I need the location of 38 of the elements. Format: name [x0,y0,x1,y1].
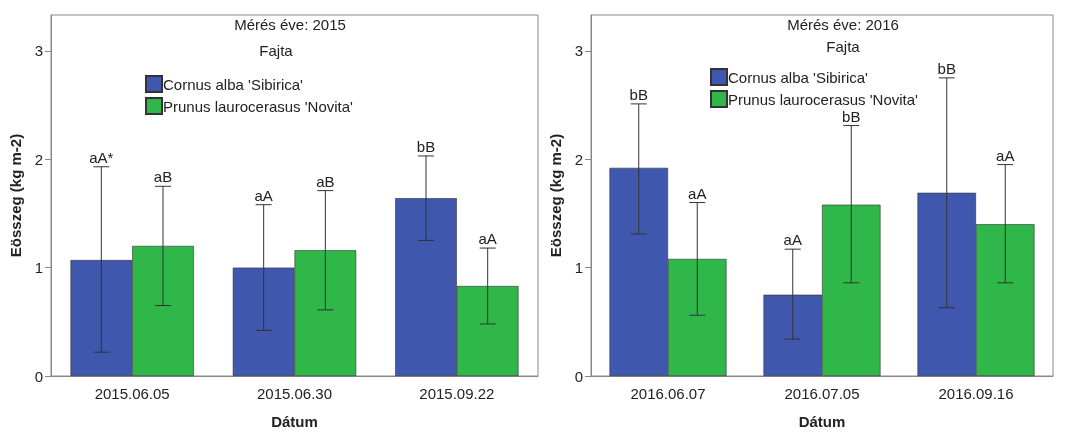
annotation: aB [153,168,173,186]
y-tick-label: 0 [34,367,43,385]
y-axis-title: Eösszeg (kg m-2) [7,133,24,258]
legend-title: Fajta [259,42,294,59]
x-axis-title: Dátum [798,413,846,430]
x-tick-label: 2015.09.22 [419,385,495,402]
x-tick-label: 2015.06.05 [94,385,170,402]
annotation: bB [629,85,648,103]
annotation: aA* [89,148,114,166]
legend-label: Cornus alba 'Sibirica' [728,68,869,86]
x-tick-label: 2016.09.16 [938,385,1014,402]
y-tick-label: 2 [34,150,43,168]
chart-title: Mérés éve: 2015 [234,16,346,33]
y-tick-label: 1 [34,259,43,277]
legend-label: Prunus laurocerasus 'Novita' [728,90,919,108]
annotation: aA [478,230,497,248]
annotation: bB [416,137,436,155]
legend-label: Cornus alba 'Sibirica' [163,75,304,93]
annotation: aA [996,146,1015,164]
y-tick-label: 2 [574,150,583,168]
annotation: aB [316,172,335,190]
x-tick-label: 2016.06.07 [630,385,706,402]
chart-title: Mérés éve: 2016 [787,16,899,33]
y-tick-label: 1 [574,259,583,277]
annotation: aA [783,231,802,249]
annotation: bB [842,107,861,125]
y-tick-label: 0 [574,367,583,385]
annotation: aA [254,186,273,204]
annotation: bB [937,59,956,77]
legend-title: Fajta [826,38,861,55]
x-tick-label: 2016.07.05 [784,385,860,402]
y-tick-label: 3 [574,42,583,60]
legend-label: Prunus laurocerasus 'Novita' [163,97,354,115]
x-tick-label: 2015.06.30 [256,385,333,402]
annotation: aA [688,184,707,202]
y-tick-label: 3 [34,42,43,60]
y-axis-title: Eösszeg (kg m-2) [547,133,564,258]
x-axis-title: Dátum [271,413,318,430]
